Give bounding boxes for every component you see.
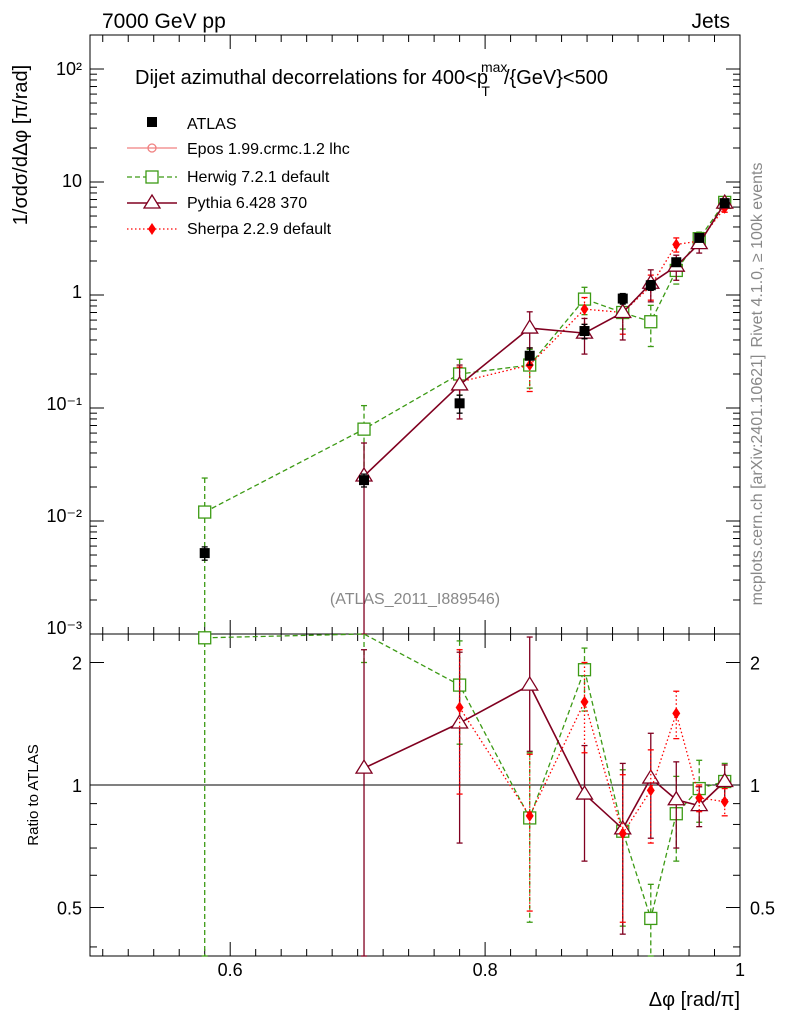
legend-sherpa-marker [148,223,156,235]
main-line [363,202,726,477]
y-tick-label-100: 10² [56,59,82,79]
x-axis-label: Δφ [rad/π] [649,989,740,1011]
main-point [357,422,371,436]
title-prefix: Dijet azimuthal decorrelations for 400<p [135,67,488,89]
ratio-y-tick-label-left: 0.5 [57,898,82,918]
x-tick-label: 0.8 [473,960,498,980]
ratio-point [715,772,734,788]
legend-herwig-label: Herwig 7.2.1 default [187,169,330,186]
main-y-axis-label: 1/σdσ/dΔφ [π/rad] [10,65,32,225]
main-line [459,207,726,383]
ratio-point [695,791,704,804]
title-sub: T [481,83,490,99]
main-series-herwig [198,195,732,635]
title-sup: max [481,59,507,75]
ratio-point [644,911,658,926]
header-left-label: 7000 GeV pp [102,10,226,33]
title-suffix: /{GeV}<500 [504,67,608,89]
ratio-point [455,701,464,714]
legend-epos-label: Epos 1.99.crmc.1.2 lhc [187,141,350,158]
header-right-label: Jets [691,10,730,33]
ratio-line [204,633,725,921]
legend-entry-pythia: Pythia 6.428 370 [127,193,307,212]
ratio-point [641,768,660,784]
ratio-point [525,809,534,822]
legend-sherpa-label: Sherpa 2.2.9 default [187,221,332,238]
ratio-point [354,758,374,774]
ratio-point [198,631,212,645]
legend-atlas-marker [147,117,157,127]
y-tick-label-0.001: 10⁻³ [46,618,82,638]
ratio-point [520,675,539,691]
y-tick-label-0.1: 10⁻¹ [46,394,82,414]
chart-title: Dijet azimuthal decorrelations for 400<p… [135,59,608,99]
ratio-panel-frame [89,633,741,957]
ratio-point [690,796,709,812]
main-point [645,280,656,291]
main-point [644,315,658,329]
y-tick-label-0.01: 10⁻² [46,506,82,526]
y-tick-label-10: 10 [62,171,82,191]
legend-herwig-marker [145,170,159,184]
rivet-side-label: Rivet 4.1.0, ≥ 100k events [749,163,766,348]
legend-entry-herwig: Herwig 7.2.1 default [127,169,330,186]
main-y-tick-labels: 10² 10 1 10⁻¹ 10⁻² 10⁻³ [46,59,82,638]
ratio-y-tick-label-right: 1 [750,776,760,796]
ratio-point [618,827,627,840]
x-tick-label: 1 [735,960,745,980]
ratio-tick-labels: 0.5 0.5 1 1 2 2 0.6 0.8 1 [57,654,775,980]
ratio-y-tick-label-left: 1 [72,776,82,796]
main-point [450,375,469,391]
main-point [520,318,539,334]
main-point [672,238,681,251]
legend-pythia-label: Pythia 6.428 370 [187,195,307,212]
main-point [579,326,590,337]
main-point [613,303,632,319]
main-point [199,548,210,559]
legend-entry-atlas: ATLAS [147,116,237,133]
legend-atlas-label: ATLAS [187,116,237,133]
ratio-y-tick-label-right: 0.5 [750,898,775,918]
main-point [524,350,535,361]
analysis-id-label: (ATLAS_2011_I889546) [330,591,500,608]
mcplots-side-label: mcplots.cern.ch [arXiv:2401.10621] [749,355,766,606]
legend: ATLAS Epos 1.99.crmc.1.2 lhc Herwig 7.2.… [127,116,350,238]
ratio-axis-ticks [90,662,740,948]
main-point [694,232,705,243]
main-line [204,202,726,513]
ratio-point [450,713,469,729]
main-point [617,293,628,304]
main-series-layer [198,193,734,635]
ratio-point [580,695,589,708]
main-axis-ticks [90,34,741,956]
legend-entry-epos: Epos 1.99.crmc.1.2 lhc [127,141,350,158]
main-point [359,475,370,486]
ratio-y-tick-label-left: 2 [72,654,82,674]
main-series-atlas [199,198,730,561]
ratio-series-pythia [354,636,734,957]
main-series-sherpa [455,201,729,404]
ratio-y-tick-label-right: 2 [750,654,760,674]
main-point [671,257,682,268]
main-point [580,303,589,316]
main-point [719,198,730,209]
ratio-point [672,707,681,720]
ratio-point [667,790,686,806]
y-tick-label-1: 1 [72,282,82,302]
ratio-point [646,784,655,797]
ratio-line [459,700,725,836]
legend-epos-marker [147,143,157,153]
main-point [454,398,465,409]
legend-pythia-marker [142,193,162,209]
x-tick-label: 0.6 [218,960,243,980]
ratio-y-axis-label: Ratio to ATLAS [25,744,42,845]
ratio-point [577,663,592,677]
ratio-series-layer [198,631,734,957]
ratio-point [720,795,729,808]
ratio-point [575,784,594,800]
legend-entry-sherpa: Sherpa 2.2.9 default [127,221,332,238]
ratio-series-sherpa [455,649,729,923]
main-point [198,505,212,519]
